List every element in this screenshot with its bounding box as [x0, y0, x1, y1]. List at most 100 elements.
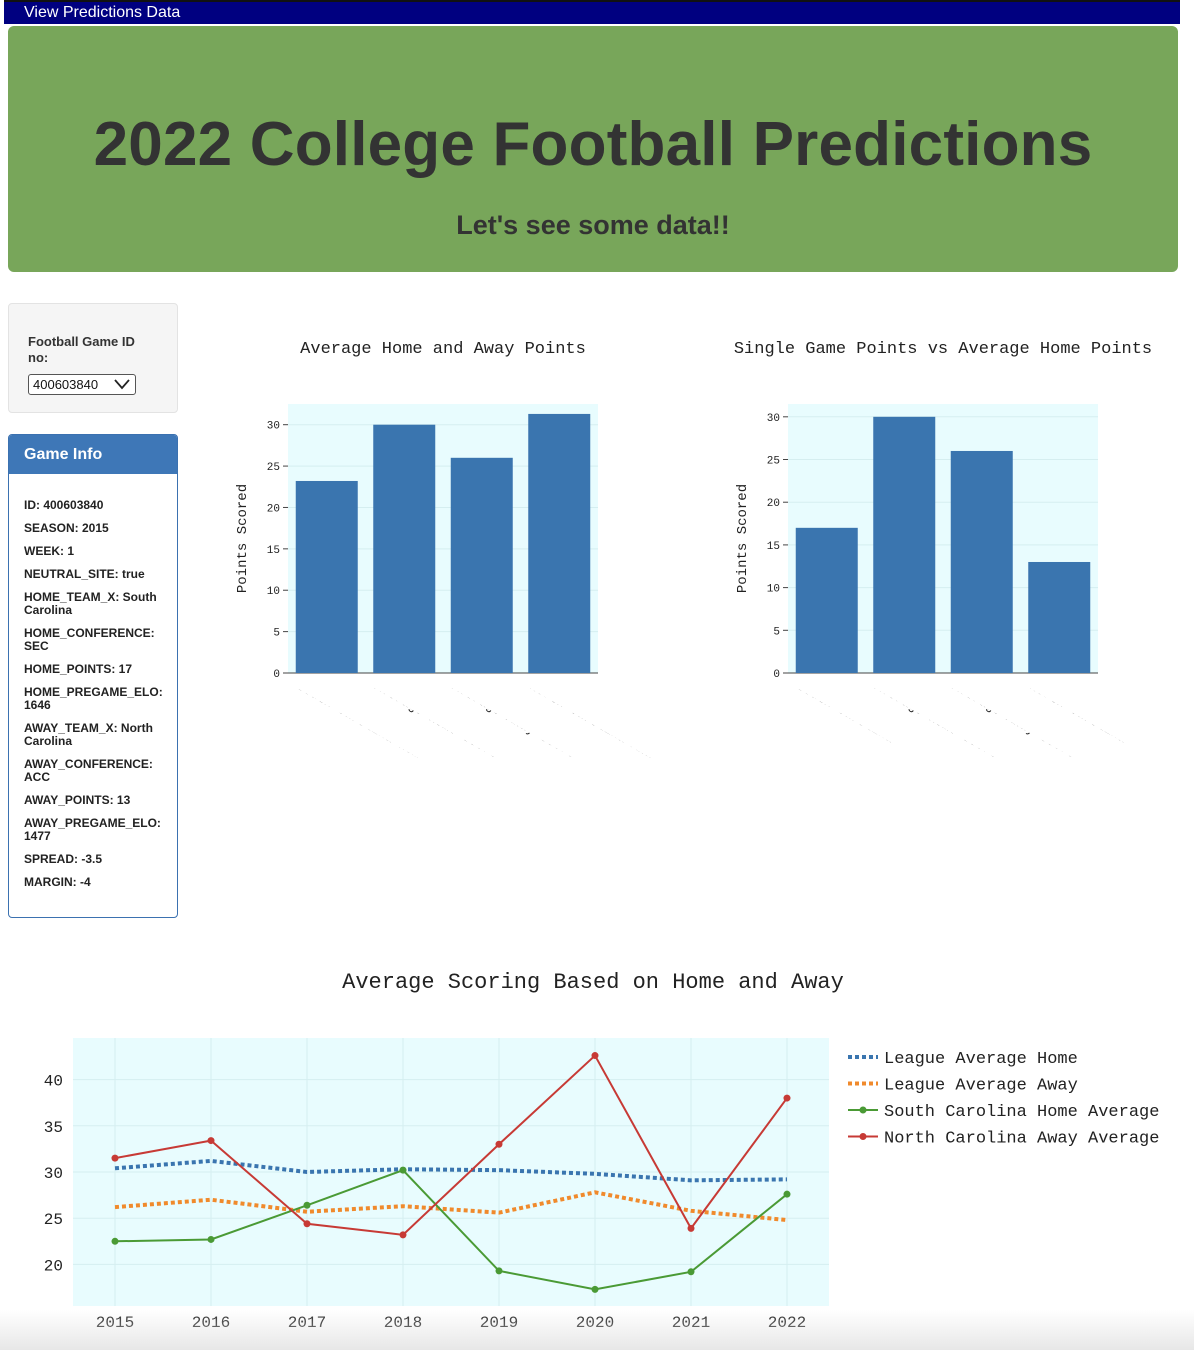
x-tick-label: Average Home Score: [372, 678, 501, 760]
game-info-item: AWAY_PREGAME_ELO: 1477: [24, 816, 161, 843]
game-info-item: SPREAD: -3.5: [24, 852, 103, 866]
data-point: [111, 1154, 119, 1162]
data-point: [111, 1237, 119, 1245]
bar: [295, 480, 358, 673]
x-tick-label: South Carolina: [795, 678, 897, 746]
x-tick-label: Average Away Score: [950, 678, 1079, 760]
y-tick-label: 30: [44, 1165, 63, 1183]
legend-label: South Carolina Home Average: [884, 1103, 1159, 1122]
y-tick-label: 20: [44, 1257, 63, 1275]
bar: [1028, 561, 1091, 673]
game-id-select[interactable]: 400603840: [28, 374, 136, 395]
y-tick-label: 10: [767, 584, 780, 596]
data-point: [783, 1094, 791, 1102]
game-info-item: AWAY_POINTS: 13: [24, 793, 131, 807]
bar: [528, 413, 591, 673]
data-point: [591, 1052, 599, 1060]
game-info-item: WEEK: 1: [24, 544, 75, 558]
y-tick-label: 25: [267, 462, 280, 474]
legend-label: North Carolina Away Average: [884, 1130, 1159, 1149]
game-info-item: ID: 400603840: [24, 498, 104, 512]
y-tick-label: 20: [267, 503, 280, 515]
series-line: [114, 1158, 788, 1183]
legend-label: League Average Home: [884, 1050, 1078, 1069]
x-tick-label: 2018: [384, 1314, 422, 1332]
y-tick-label: 15: [767, 541, 780, 553]
view-predictions-data-link[interactable]: View Predictions Data: [24, 4, 181, 21]
y-tick-label: 20: [767, 498, 780, 510]
bar: [950, 450, 1013, 673]
legend-marker: [859, 1133, 867, 1140]
x-tick-label: South Carolina Hom: [295, 678, 424, 760]
game-info-item: HOME_PREGAME_ELO: 1646: [24, 685, 163, 712]
y-tick-label: 15: [267, 545, 280, 557]
bar: [795, 527, 858, 673]
chart-title: Single Game Points vs Average Home Point…: [734, 340, 1152, 359]
game-info-item: MARGIN: -4: [24, 875, 91, 889]
data-point: [783, 1190, 791, 1198]
y-tick-label: 5: [773, 626, 780, 638]
series-line: [114, 1168, 788, 1291]
data-point: [687, 1268, 695, 1276]
data-point: [687, 1224, 695, 1232]
bar: [373, 424, 436, 673]
navbar: View Predictions Data: [4, 0, 1180, 24]
x-tick-label: 2017: [288, 1314, 326, 1332]
data-point: [303, 1220, 311, 1228]
data-point: [495, 1267, 503, 1275]
data-point: [399, 1231, 407, 1239]
bar: [873, 416, 936, 673]
average-home-away-bar-chart: Average Home and Away Points 0 5 10 15 20 25 30…: [235, 340, 657, 760]
y-axis-label: Points Scored: [735, 484, 751, 593]
game-info-panel: Game Info ID: 400603840 SEASON: 2015 WEEK:…: [8, 434, 178, 918]
game-info-item: SEASON: 2015: [24, 521, 109, 535]
data-point: [303, 1201, 311, 1209]
data-point: [207, 1137, 215, 1145]
game-id-selected-value: 400603840: [33, 377, 99, 392]
bar: [450, 457, 513, 673]
legend-marker: [859, 1106, 867, 1114]
game-info-heading: Game Info: [9, 435, 177, 474]
y-tick-label: 10: [267, 586, 280, 598]
series-line: [114, 1053, 788, 1236]
chart-title: Average Home and Away Points: [300, 340, 586, 359]
game-info-list: ID: 400603840 SEASON: 2015 WEEK: 1 NEUTRAL_…: [9, 474, 177, 889]
x-tick-label: North Carolina Awa: [527, 678, 656, 760]
y-tick-label: 30: [767, 413, 780, 425]
game-info-item: NEUTRAL_SITE: true: [24, 567, 145, 581]
x-tick-label: 2022: [768, 1314, 806, 1332]
y-tick-label: 40: [44, 1073, 63, 1091]
x-tick-label: Average Away Score: [450, 678, 579, 760]
game-id-label: Football Game ID no:: [28, 334, 135, 365]
legend-label: League Average Away: [884, 1077, 1078, 1096]
y-tick-label: 5: [273, 628, 280, 640]
average-scoring-line-chart: Average Scoring Based on Home and Away 20…: [44, 970, 1160, 1332]
chart-title: Average Scoring Based on Home and Away: [342, 970, 844, 995]
y-tick-label: 25: [767, 456, 780, 468]
y-tick-label: 30: [267, 421, 280, 433]
y-axis-label: Points Scored: [235, 484, 251, 593]
y-tick-label: 0: [273, 669, 280, 681]
game-info-item: HOME_TEAM_X: South Carolina: [24, 590, 157, 617]
page-subtitle: Let's see some data!!: [456, 210, 730, 240]
x-tick-label: 2021: [672, 1314, 710, 1332]
x-tick-label: Average Home Score: [872, 678, 1001, 760]
y-tick-label: 0: [773, 669, 780, 681]
data-point: [591, 1285, 599, 1293]
y-tick-label: 35: [44, 1119, 63, 1137]
y-tick-label: 25: [44, 1211, 63, 1229]
game-info-item: AWAY_TEAM_X: North Carolina: [24, 721, 153, 748]
x-tick-label: 2016: [192, 1314, 230, 1332]
x-tick-label: 2020: [576, 1314, 614, 1332]
chevron-down-icon: [114, 379, 130, 390]
series-line: [114, 1190, 788, 1223]
game-info-item: HOME_POINTS: 17: [24, 662, 133, 676]
x-tick-label: 2015: [96, 1314, 134, 1332]
header-banner: 2022 College Football Predictions Let's …: [8, 26, 1178, 272]
single-game-vs-average-bar-chart: Single Game Points vs Average Home Point…: [734, 340, 1152, 760]
x-tick-label: 2019: [480, 1314, 518, 1332]
x-tick-label: North Carolina: [1027, 678, 1129, 746]
data-point: [207, 1235, 215, 1243]
data-point: [399, 1166, 407, 1174]
game-info-item: HOME_CONFERENCE: SEC: [24, 626, 155, 653]
